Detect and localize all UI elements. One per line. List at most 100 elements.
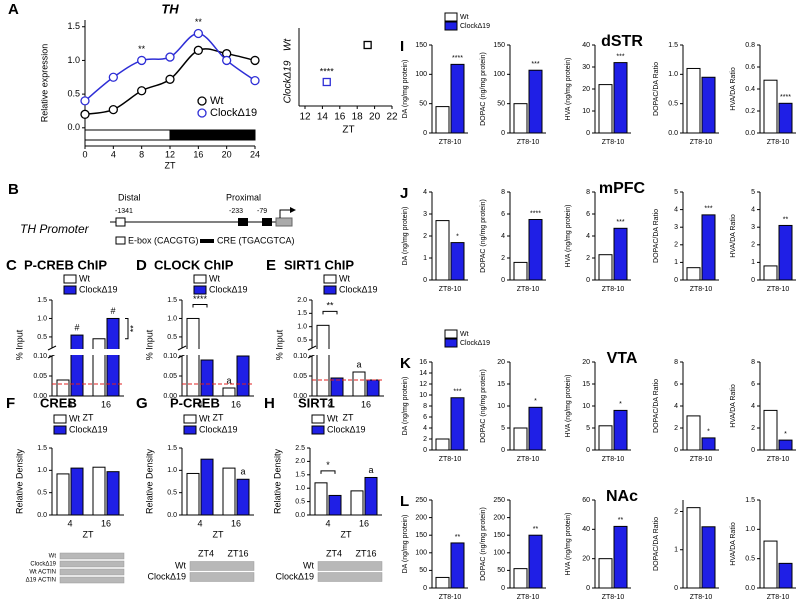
bar — [598, 558, 613, 589]
blot-row-label: Wt — [49, 554, 57, 560]
y-tick-label: 0 — [501, 277, 505, 284]
y-tick-label: 5 — [674, 189, 678, 196]
x-tick-label: 16 — [334, 112, 346, 123]
y-tick-label: 8 — [423, 403, 427, 410]
position-label: -1341 — [115, 208, 133, 215]
bar — [56, 379, 70, 397]
data-point — [222, 55, 232, 66]
x-tick-label: ZT8-10 — [767, 139, 790, 146]
y-tick-label: 8 — [586, 189, 590, 196]
legend-swatch — [323, 274, 337, 284]
x-tick-label: ZT8-10 — [690, 286, 713, 293]
blot-band — [189, 561, 255, 571]
y-axis-label: HVA (ng/mg protein) — [565, 205, 572, 268]
y-tick-label: 50 — [497, 101, 505, 108]
y-tick-label: 4 — [674, 403, 678, 410]
y-tick-label: 0.10 — [163, 353, 177, 360]
y-axis-label: HVA/DA Ratio — [730, 384, 737, 428]
y-tick-label: 0 — [501, 447, 505, 454]
y-tick-label: 40 — [582, 42, 590, 49]
bar — [778, 562, 793, 589]
legend-label: Wt — [210, 95, 223, 107]
legend-label: Wt — [199, 413, 210, 423]
y-tick-label: 1.5 — [167, 445, 177, 452]
chart-title: VTA — [607, 350, 638, 367]
y-axis-label: DOPAC/DA Ratio — [653, 379, 660, 433]
y-axis-label: HVA (ng/mg protein) — [565, 58, 572, 121]
x-tick-label: ZT8-10 — [690, 456, 713, 463]
x-tick-label: ZT8-10 — [517, 456, 540, 463]
bar — [56, 473, 70, 516]
y-tick-label: 0.8 — [745, 42, 755, 49]
bar — [186, 472, 200, 516]
x-tick-label: ZT8-10 — [517, 594, 540, 601]
y-tick-label: 200 — [415, 514, 427, 521]
data-point — [363, 40, 372, 50]
bar — [450, 397, 465, 451]
y-tick-label: 2 — [423, 233, 427, 240]
x-axis-label: ZT — [83, 529, 94, 539]
ebox — [115, 217, 126, 227]
promoter-diagram: B TH Promoter Distal Proximal -1341 -233… — [8, 181, 296, 245]
y-tick-label: 20 — [497, 359, 505, 366]
bar — [450, 242, 465, 281]
legend-label: E-box (CACGTG) — [128, 235, 199, 245]
bar — [435, 106, 450, 134]
significance-label: * — [707, 429, 710, 436]
y-tick-label: 0 — [423, 447, 427, 454]
bar — [598, 254, 613, 281]
y-tick-label: 0.00 — [163, 393, 177, 400]
y-tick-label: 5 — [501, 425, 505, 432]
y-tick-label: 40 — [582, 526, 590, 533]
legend-swatch — [63, 285, 77, 295]
y-tick-label: 0.00 — [33, 393, 47, 400]
bar — [92, 466, 106, 516]
y-tick-label: 4 — [674, 206, 678, 213]
y-tick-label: 50 — [419, 567, 427, 574]
y-tick-label: 1.5 — [167, 297, 177, 304]
y-tick-label: 4 — [586, 233, 590, 240]
bar — [613, 525, 628, 589]
bar — [701, 214, 716, 281]
y-tick-label: 2 — [674, 242, 678, 249]
bar — [686, 507, 701, 589]
y-tick-label: 2 — [674, 508, 678, 515]
legend-label: ClockΔ19 — [209, 284, 248, 294]
y-axis-label: DOPAC (ng/mg protein) — [480, 369, 487, 443]
y-axis-label: Relative Density — [272, 448, 282, 514]
y-tick-label: 4 — [423, 425, 427, 432]
legend-swatch — [444, 338, 458, 348]
y-tick-label: 2.0 — [295, 458, 305, 465]
legend-label: Wt — [209, 273, 220, 283]
significance-bracket — [320, 470, 336, 474]
y-tick-label: 2 — [423, 436, 427, 443]
region-label: Distal — [118, 192, 141, 202]
bar — [222, 387, 236, 397]
y-tick-label: 0.5 — [167, 490, 177, 497]
legend-marker — [197, 96, 207, 106]
y-tick-label: 4 — [751, 206, 755, 213]
significance-label: ** — [533, 526, 539, 533]
data-point — [108, 104, 118, 115]
blot-row-label: ClockΔ19 — [275, 571, 314, 581]
x-tick-label: 4 — [325, 518, 330, 528]
y-tick-label: 0.05 — [33, 373, 47, 380]
y-tick-label: 1.0 — [295, 485, 305, 492]
y-tick-label: 4 — [423, 189, 427, 196]
bar — [236, 478, 250, 516]
y-tick-label: 0.5 — [745, 556, 755, 563]
y-axis-label: DOPAC (ng/mg protein) — [480, 52, 487, 126]
y-tick-label: 4 — [501, 233, 505, 240]
x-tick-label: 16 — [361, 399, 371, 409]
x-tick-label: 0 — [82, 149, 87, 159]
chart-title: P-CREB ChIP — [24, 257, 107, 272]
x-tick-label: ZT8-10 — [767, 456, 790, 463]
significance-label: a — [240, 467, 245, 477]
blot-column-label: ZT4 — [326, 548, 342, 558]
legend-swatch — [444, 12, 458, 22]
y-tick-label: 20 — [582, 556, 590, 563]
y-tick-label: 0.2 — [745, 108, 755, 115]
y-category-label: Wt — [283, 38, 294, 51]
x-tick-label: 16 — [193, 149, 203, 159]
panel-label: D — [136, 257, 147, 274]
